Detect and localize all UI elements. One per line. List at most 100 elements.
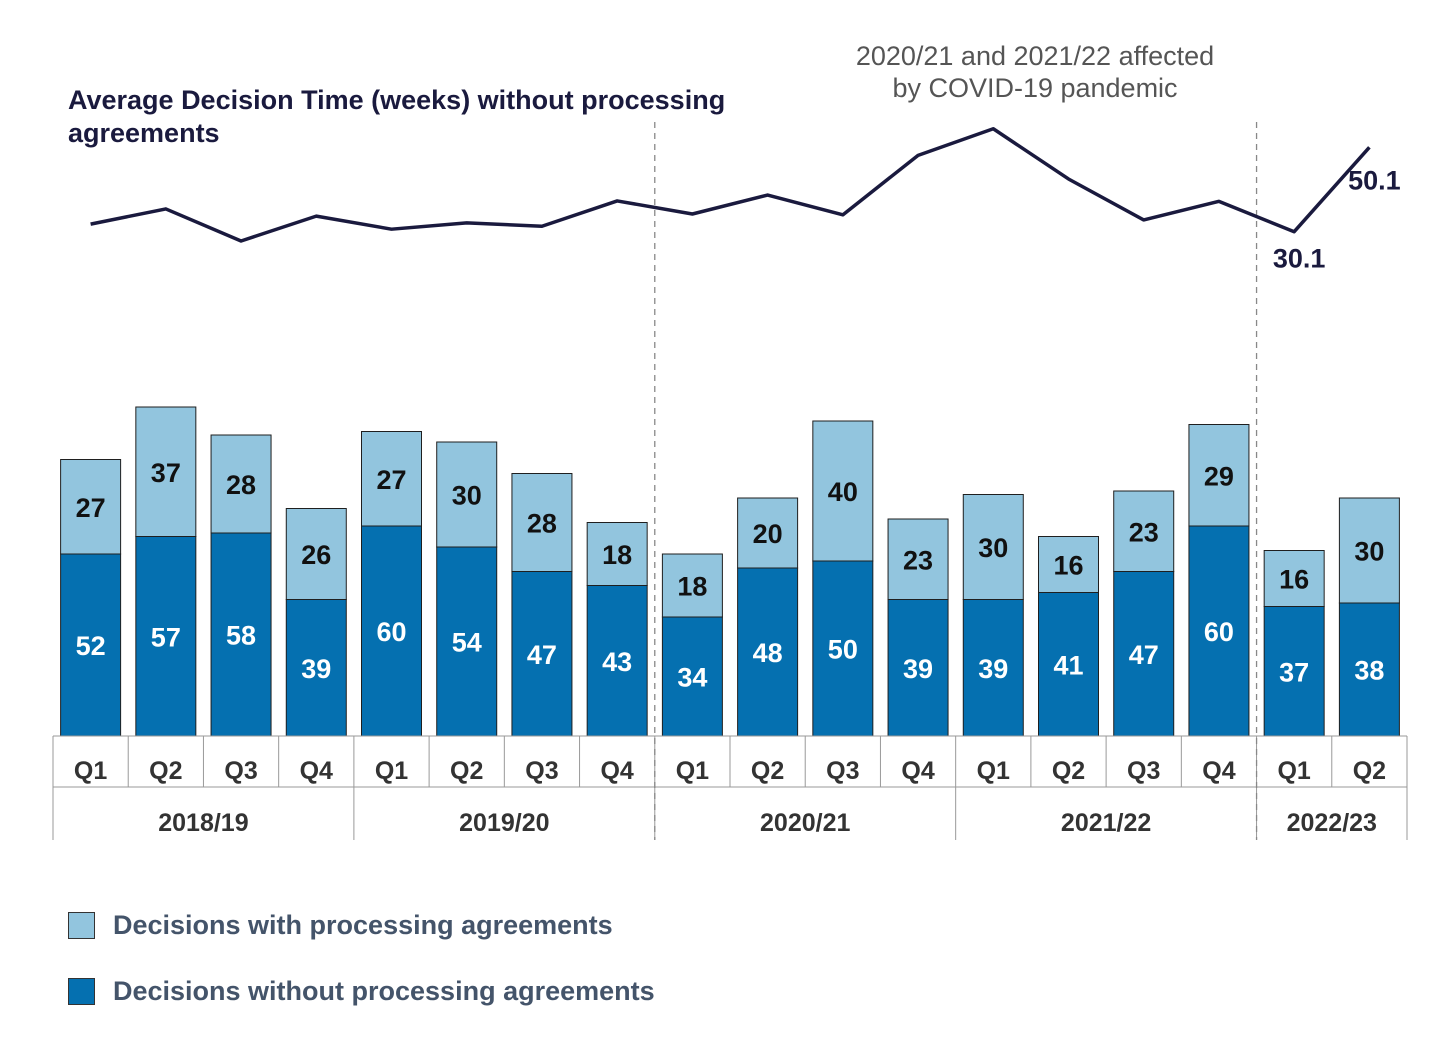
bar-without-agreements <box>511 571 573 737</box>
quarter-tick-label: Q2 <box>450 757 483 785</box>
bar-with-agreements <box>661 553 723 618</box>
year-tick-label: 2022/23 <box>1287 809 1377 837</box>
year-tick-label: 2020/21 <box>760 809 850 837</box>
quarter-tick-label: Q2 <box>149 757 182 785</box>
bar-label-with: 29 <box>1204 461 1234 491</box>
year-tick-label: 2018/19 <box>158 809 248 837</box>
quarter-tick-label: Q4 <box>300 757 333 785</box>
bar-label-without: 43 <box>602 647 632 677</box>
bar-with-agreements <box>361 431 422 527</box>
legend-item-without-agreements: Decisions without processing agreements <box>68 971 655 1011</box>
avg-decision-time-line <box>90 127 1371 243</box>
legend-swatch-dark <box>68 977 95 1005</box>
bar-with-agreements <box>1338 497 1400 604</box>
year-tick-label: 2021/22 <box>1061 809 1151 837</box>
bar-without-agreements <box>737 567 799 737</box>
bar-with-agreements <box>586 522 648 586</box>
bar-without-agreements <box>1338 602 1400 737</box>
bar-label-with: 16 <box>1279 565 1309 595</box>
bar-with-agreements <box>285 508 347 600</box>
bar-with-agreements <box>1188 424 1250 527</box>
quarter-tick-label: Q3 <box>826 757 859 785</box>
bar-label-without: 60 <box>376 617 406 647</box>
quarter-tick-label: Q3 <box>1127 757 1160 785</box>
bar-label-without: 52 <box>76 631 106 661</box>
bar-label-without: 34 <box>677 663 707 693</box>
bar-with-agreements <box>60 459 122 555</box>
bar-label-with: 37 <box>151 458 181 488</box>
bar-with-agreements <box>1263 550 1325 607</box>
line-title-line-1: Average Decision Time (weeks) without pr… <box>68 85 726 115</box>
bar-label-with: 23 <box>903 545 933 575</box>
bar-label-without: 39 <box>903 654 933 684</box>
bar-with-agreements <box>436 441 498 548</box>
bar-without-agreements <box>812 560 874 737</box>
bar-without-agreements <box>1038 592 1099 737</box>
quarter-tick-label: Q4 <box>600 757 633 785</box>
legend-label: Decisions without processing agreements <box>113 975 655 1006</box>
legend: Decisions with processing agreements Dec… <box>68 905 655 1037</box>
bar-label-with: 16 <box>1053 551 1083 581</box>
line-data-label: 50.1 <box>1348 165 1401 195</box>
quarter-tick-label: Q2 <box>1052 757 1085 785</box>
quarter-tick-label: Q1 <box>676 757 709 785</box>
quarter-tick-label: Q3 <box>224 757 257 785</box>
bar-with-agreements <box>511 473 573 572</box>
bar-with-agreements <box>1113 490 1175 572</box>
bar-label-without: 41 <box>1053 650 1083 680</box>
quarter-tick-label: Q1 <box>977 757 1010 785</box>
bar-with-agreements <box>962 494 1024 600</box>
bar-with-agreements <box>1038 536 1099 593</box>
line-data-label: 30.1 <box>1273 244 1326 274</box>
bar-label-with: 28 <box>527 509 557 539</box>
bar-label-with: 26 <box>301 540 331 570</box>
bar-label-without: 39 <box>301 654 331 684</box>
bar-label-without: 47 <box>527 640 557 670</box>
quarter-tick-label: Q4 <box>901 757 934 785</box>
bar-without-agreements <box>661 616 723 737</box>
bar-without-agreements <box>586 585 648 737</box>
legend-item-with-agreements: Decisions with processing agreements <box>68 905 655 945</box>
bar-with-agreements <box>135 406 197 537</box>
bar-without-agreements <box>1263 606 1325 737</box>
bar-label-without: 58 <box>226 621 256 651</box>
bar-without-agreements <box>436 546 498 737</box>
bar-label-with: 30 <box>978 533 1008 563</box>
bar-label-with: 27 <box>376 465 406 495</box>
legend-label: Decisions with processing agreements <box>113 909 613 940</box>
line-series-title: Average Decision Time (weeks) without pr… <box>68 84 788 150</box>
bar-label-without: 54 <box>452 628 482 658</box>
bar-label-without: 39 <box>978 654 1008 684</box>
bar-label-with: 28 <box>226 470 256 500</box>
bar-label-with: 18 <box>677 572 707 602</box>
bar-with-agreements <box>887 518 949 600</box>
bar-label-with: 30 <box>1354 537 1384 567</box>
quarter-tick-label: Q1 <box>375 757 408 785</box>
bar-label-with: 30 <box>452 481 482 511</box>
covid-annotation: 2020/21 and 2021/22 affected by COVID-19… <box>800 40 1270 104</box>
bar-label-with: 20 <box>753 519 783 549</box>
bar-without-agreements <box>60 553 122 737</box>
bar-with-agreements <box>737 497 799 569</box>
annotation-line-1: 2020/21 and 2021/22 affected <box>855 41 1215 71</box>
bar-label-without: 57 <box>151 622 181 652</box>
year-tick-label: 2019/20 <box>459 809 549 837</box>
line-title-line-2: agreements <box>68 118 220 148</box>
quarter-tick-label: Q2 <box>1353 757 1386 785</box>
bar-label-with: 40 <box>828 477 858 507</box>
bar-without-agreements <box>1113 571 1175 737</box>
bar-with-agreements <box>210 434 272 534</box>
bar-label-without: 60 <box>1204 617 1234 647</box>
quarter-tick-label: Q1 <box>74 757 107 785</box>
bar-with-agreements <box>812 420 874 562</box>
bar-label-with: 27 <box>76 493 106 523</box>
quarter-tick-label: Q3 <box>525 757 558 785</box>
bar-label-without: 37 <box>1279 657 1309 687</box>
quarter-tick-label: Q2 <box>751 757 784 785</box>
bar-label-without: 38 <box>1354 656 1384 686</box>
bar-label-with: 23 <box>1129 517 1159 547</box>
annotation-line-2: by COVID-19 pandemic <box>892 73 1178 103</box>
bar-without-agreements <box>210 532 272 737</box>
legend-swatch-light <box>68 911 95 939</box>
